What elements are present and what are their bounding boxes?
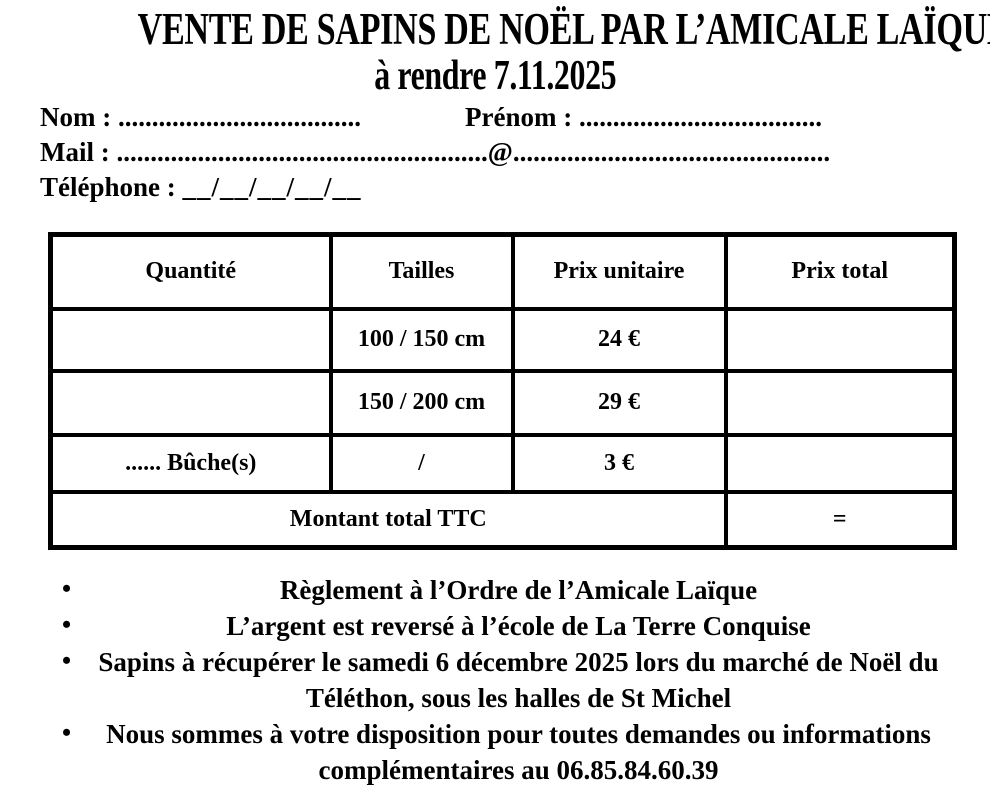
unit-price-cell-150-200: 29 € (510, 368, 728, 437)
page-subtitle-text: à rendre 7.11.2025 (373, 53, 617, 99)
total-row: Montant total TTC = (48, 489, 957, 550)
mail-line: Mail : .................................… (40, 135, 990, 170)
at-symbol: @ (487, 137, 513, 167)
bullet-icon: • (62, 610, 72, 639)
table-header-row: Quantité Tailles Prix unitaire Prix tota… (48, 232, 957, 311)
prenom-field: Prénom : ...............................… (465, 100, 822, 135)
size-cell-100-150: 100 / 150 cm (328, 306, 515, 373)
note-text: Nous sommes à votre disposition pour tou… (106, 719, 931, 785)
list-item: • Règlement à l’Ordre de l’Amicale Laïqu… (0, 572, 990, 608)
bullet-icon: • (62, 574, 72, 603)
col-header-prix-unitaire: Prix unitaire (510, 232, 728, 311)
buche-quantity-cell[interactable]: ...... Bûche(s) (48, 432, 333, 494)
contact-fields: Nom : ..................................… (40, 100, 990, 205)
page-title-text: VENTE DE SAPINS DE NOËL PAR L’AMICALE LA… (137, 4, 990, 54)
order-form-page: VENTE DE SAPINS DE NOËL PAR L’AMICALE LA… (0, 4, 990, 812)
quantity-cell-150-200[interactable] (48, 368, 333, 437)
name-line: Nom : ..................................… (40, 100, 990, 135)
price-table: Quantité Tailles Prix unitaire Prix tota… (48, 232, 957, 550)
col-header-prix-total: Prix total (723, 232, 957, 311)
telephone-line: Téléphone : __/__/__/__/__ (40, 170, 990, 205)
notes-list: • Règlement à l’Ordre de l’Amicale Laïqu… (0, 572, 990, 788)
total-price-cell-100-150[interactable] (723, 306, 957, 373)
note-text: L’argent est reversé à l’école de La Ter… (226, 611, 811, 641)
bullet-icon: • (62, 646, 72, 675)
note-text: Règlement à l’Ordre de l’Amicale Laïque (279, 575, 758, 605)
telephone-field: Téléphone : __/__/__/__/__ (40, 170, 362, 205)
size-cell-150-200: 150 / 200 cm (328, 368, 515, 437)
table-row: 100 / 150 cm 24 € (48, 306, 957, 373)
page-title: VENTE DE SAPINS DE NOËL PAR L’AMICALE LA… (0, 4, 990, 54)
nom-label: Nom : (40, 102, 112, 132)
unit-price-cell-100-150: 24 € (510, 306, 728, 373)
telephone-label: Téléphone : (40, 172, 176, 202)
buche-total-price-cell[interactable] (723, 432, 957, 494)
mail-label: Mail : (40, 137, 110, 167)
table-row: 150 / 200 cm 29 € (48, 368, 957, 437)
page-subtitle: à rendre 7.11.2025 (0, 54, 990, 98)
mail-field: Mail : .................................… (40, 135, 830, 170)
buche-unit-price-cell: 3 € (510, 432, 728, 494)
telephone-blanks[interactable]: __/__/__/__/__ (182, 172, 362, 202)
mail-dotted-line-1[interactable]: ........................................… (116, 137, 488, 167)
quantity-cell-100-150[interactable] (48, 306, 333, 373)
note-text: Sapins à récupérer le samedi 6 décembre … (98, 647, 939, 713)
nom-field: Nom : ..................................… (40, 100, 465, 135)
col-header-tailles: Tailles (328, 232, 515, 311)
buche-size-cell: / (328, 432, 515, 494)
grand-total-cell[interactable]: = (723, 489, 957, 550)
table-row: ...... Bûche(s) / 3 € (48, 432, 957, 494)
prenom-label: Prénom : (465, 102, 573, 132)
total-price-cell-150-200[interactable] (723, 368, 957, 437)
list-item: • Nous sommes à votre disposition pour t… (0, 716, 990, 788)
list-item: • Sapins à récupérer le samedi 6 décembr… (0, 644, 990, 716)
mail-dotted-line-2[interactable]: ........................................… (512, 137, 831, 167)
list-item: • L’argent est reversé à l’école de La T… (0, 608, 990, 644)
nom-dotted-line[interactable]: .................................... (117, 102, 361, 132)
bullet-icon: • (62, 718, 72, 747)
prenom-dotted-line[interactable]: .................................... (578, 102, 822, 132)
total-row-label: Montant total TTC (48, 489, 728, 550)
col-header-quantite: Quantité (48, 232, 333, 311)
